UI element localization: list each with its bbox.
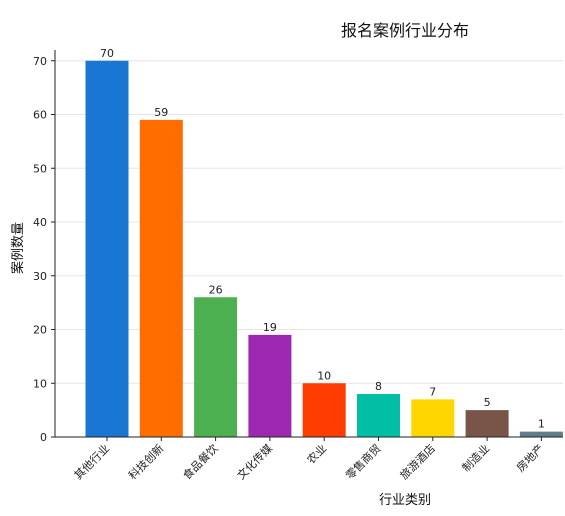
y-axis-title: 案例数量 — [11, 222, 26, 274]
x-tick-label: 农业 — [304, 441, 329, 466]
x-tick-label: 其他行业 — [72, 442, 112, 482]
bar-value-label: 8 — [375, 380, 382, 393]
x-tick-label: 食品餐饮 — [180, 441, 221, 482]
bar-value-label: 59 — [154, 106, 168, 119]
bar-value-label: 7 — [429, 385, 436, 398]
x-tick-label: 制造业 — [459, 441, 492, 474]
y-tick-label: 10 — [33, 377, 47, 390]
x-tick-label: 零售商贸 — [343, 441, 384, 482]
chart-title: 报名案例行业分布 — [341, 21, 469, 40]
y-tick-label: 40 — [33, 216, 47, 229]
bar — [139, 119, 183, 437]
x-axis-title: 行业类别 — [379, 493, 431, 508]
bar-value-label: 5 — [484, 396, 491, 409]
axes — [54, 50, 563, 438]
bar-value-label: 10 — [317, 369, 331, 382]
y-tick-label: 70 — [33, 55, 47, 68]
bar — [465, 410, 509, 437]
bar-value-label: 19 — [263, 321, 277, 334]
bar — [519, 431, 563, 437]
bar-value-label: 1 — [538, 418, 545, 431]
bar — [302, 383, 346, 437]
x-tick-label: 房地产 — [513, 441, 546, 474]
bar-value-label: 26 — [209, 283, 223, 296]
y-tick-label: 50 — [33, 162, 47, 175]
bar — [248, 334, 292, 437]
y-tick-label: 0 — [40, 431, 47, 444]
value-labels: 70 59 26 19 10 8 7 5 1 — [100, 47, 545, 431]
x-tick-label: 文化传媒 — [234, 441, 275, 482]
y-tick-label: 60 — [33, 109, 47, 122]
bar-value-label: 70 — [100, 47, 114, 60]
x-tick-label: 旅游酒店 — [397, 441, 438, 482]
x-ticks: 其他行业 科技创新 食品餐饮 文化传媒 农业 零售商贸 旅游酒店 制造业 房地产 — [72, 437, 547, 482]
x-tick-label: 科技创新 — [125, 441, 166, 482]
grid — [55, 60, 563, 384]
bars — [85, 60, 563, 437]
bar — [85, 60, 129, 437]
bar — [357, 394, 400, 437]
y-ticks: 0 10 20 30 40 50 60 70 — [33, 55, 55, 444]
y-tick-label: 30 — [33, 270, 47, 283]
bar — [411, 399, 455, 437]
y-tick-label: 20 — [33, 324, 47, 337]
bar — [194, 297, 238, 437]
